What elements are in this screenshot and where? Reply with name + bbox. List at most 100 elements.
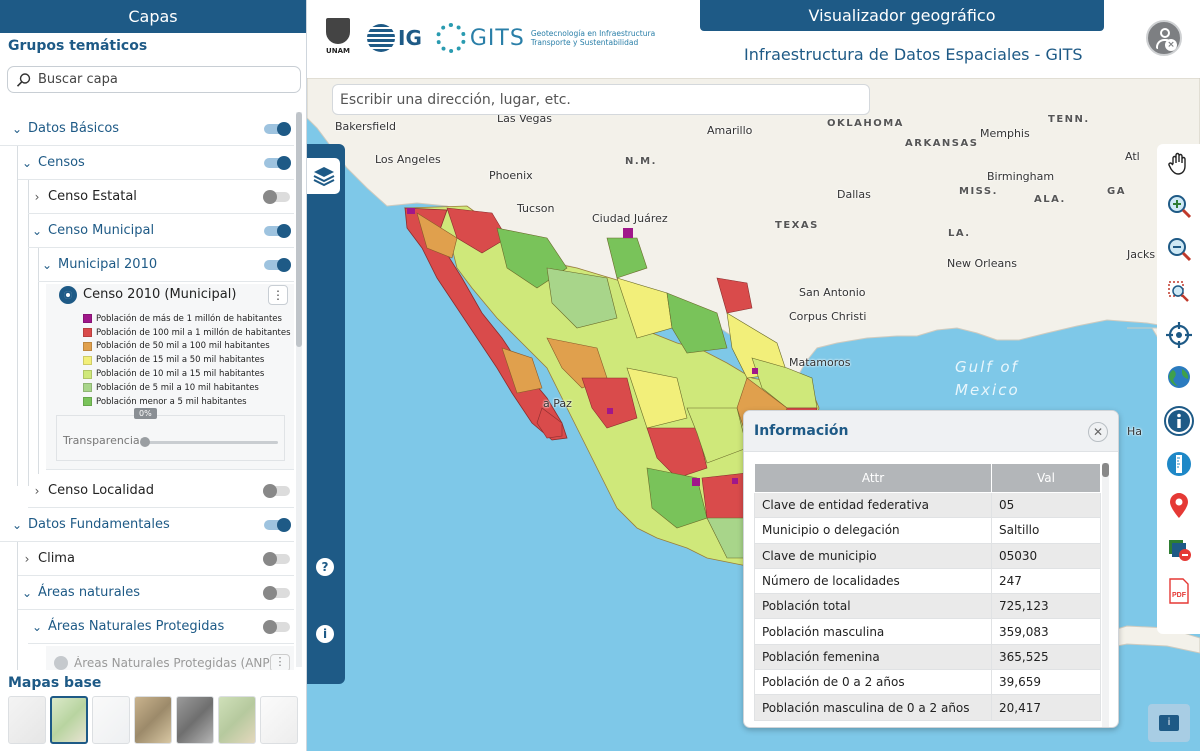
tree-item-datos-basicos[interactable]: ⌄ Datos Básicos (0, 112, 294, 146)
transparency-slider-track[interactable] (145, 441, 278, 444)
layer-toggle[interactable] (264, 257, 291, 272)
basemap-thumb-streets[interactable] (50, 696, 88, 744)
map-label: MISS. (959, 186, 998, 197)
scrollbar-thumb[interactable] (296, 112, 302, 347)
legend-swatch (83, 328, 92, 338)
logos: UNAM IG GITS Geotecnología en Infraestru… (323, 18, 655, 58)
layer-toggle[interactable] (264, 155, 291, 170)
zoom-in-icon (1168, 195, 1192, 219)
layer-toggle[interactable] (264, 223, 291, 238)
table-row: Número de localidades 247 (754, 567, 1101, 595)
transparency-slider-handle[interactable] (140, 437, 150, 447)
pdf-icon: PDF (1169, 578, 1189, 604)
table-row: Clave de municipio 05030 (754, 542, 1101, 569)
layer-toggle[interactable] (264, 121, 291, 136)
viewer-title: Visualizador geográfico (700, 0, 1104, 31)
map-right-toolbar: PDF (1157, 144, 1200, 634)
legend-swatch (83, 397, 92, 407)
add-marker-button[interactable] (1164, 491, 1194, 521)
layer-options-button[interactable]: ⋮ (270, 654, 290, 670)
basemap-thumb-topo[interactable] (218, 696, 256, 744)
chevron-down-icon[interactable]: ⌄ (21, 585, 33, 600)
pan-button[interactable] (1164, 148, 1194, 178)
info-scrollbar[interactable] (1102, 463, 1109, 727)
user-account-button[interactable]: × (1146, 20, 1182, 56)
attr-cell: Número de localidades (754, 567, 992, 595)
close-icon[interactable]: ✕ (1088, 422, 1108, 442)
chevron-down-icon[interactable]: ⌄ (21, 155, 33, 170)
tree-item-anp[interactable]: ⌄ Áreas Naturales Protegidas (28, 610, 294, 644)
layer-tree: ⌄ Datos Básicos ⌄ Censos › Censo Estatal… (0, 112, 300, 670)
map-view[interactable]: Bakersfield Las Vegas Los Angeles Phoeni… (307, 78, 1200, 751)
layer-options-button[interactable]: ⋮ (268, 285, 288, 305)
layer-toggle[interactable] (263, 551, 290, 566)
basemap-thumb-hillshade[interactable] (176, 696, 214, 744)
chevron-down-icon[interactable]: ⌄ (11, 121, 23, 136)
zoom-in-button[interactable] (1164, 191, 1194, 221)
eye-icon[interactable] (59, 286, 77, 304)
sidebar-scrollbar[interactable] (296, 112, 302, 667)
chevron-down-icon[interactable]: ⌄ (11, 517, 23, 532)
layer-toggle[interactable] (263, 619, 290, 634)
layer-toggle[interactable] (263, 585, 290, 600)
tree-item-label: Datos Fundamentales (28, 517, 170, 532)
map-label: Las Vegas (497, 112, 552, 125)
tree-item-municipal-2010[interactable]: ⌄ Municipal 2010 (38, 248, 294, 282)
help-button[interactable]: ? (316, 558, 334, 576)
eye-icon[interactable] (54, 656, 68, 670)
tree-item-anp-layer[interactable]: Áreas Naturales Protegidas (ANP) ⋮ (46, 646, 294, 670)
layers-panel-button[interactable] (307, 158, 340, 194)
chevron-right-icon[interactable]: › (24, 551, 30, 566)
layer-search-input[interactable] (38, 72, 278, 87)
clear-layers-icon (1169, 540, 1191, 561)
tree-item-datos-fundamentales[interactable]: ⌄ Datos Fundamentales (0, 508, 294, 542)
info-icon: i (1159, 715, 1179, 731)
about-button[interactable]: i (316, 625, 334, 643)
full-extent-button[interactable] (1164, 362, 1194, 392)
chevron-down-icon[interactable]: ⌄ (31, 223, 43, 238)
scrollbar-thumb[interactable] (1102, 463, 1109, 477)
zoom-box-button[interactable] (1164, 277, 1194, 307)
page-subtitle: Infraestructura de Datos Espaciales - GI… (744, 45, 1083, 64)
layer-toggle[interactable] (263, 189, 290, 204)
chevron-right-icon[interactable]: › (34, 483, 40, 498)
tree-item-censos[interactable]: ⌄ Censos (18, 146, 294, 180)
app-header: UNAM IG GITS Geotecnología en Infraestru… (307, 0, 1200, 78)
identify-button[interactable] (1164, 406, 1194, 436)
clear-graphics-button[interactable] (1164, 534, 1194, 564)
basemap-thumb-light-gray[interactable] (260, 696, 298, 744)
layer-toggle[interactable] (263, 483, 290, 498)
tree-guide (28, 180, 29, 486)
tree-item-censo-estatal[interactable]: › Censo Estatal (28, 180, 294, 214)
tree-item-label: Censos (38, 155, 85, 170)
chevron-down-icon[interactable]: ⌄ (31, 619, 43, 634)
chevron-down-icon[interactable]: ⌄ (41, 257, 53, 272)
tree-item-areas-naturales[interactable]: ⌄ Áreas naturales (18, 576, 294, 610)
legend-swatch (83, 369, 92, 379)
tree-item-censo-localidad[interactable]: › Censo Localidad (28, 474, 294, 508)
info-table-container: Attr Val Clave de entidad federativa 05 Mu… (754, 463, 1102, 727)
value-cell: 39,659 (991, 669, 1101, 696)
legend-item: Población de 100 mil a 1 millón de habit… (83, 326, 291, 340)
search-icon (16, 72, 31, 87)
map-label: a Paz (543, 397, 572, 410)
basemap-thumb-gray[interactable] (92, 696, 130, 744)
legend-label: Población de 50 mil a 100 mil habitantes (96, 341, 270, 352)
value-cell: 247 (991, 567, 1101, 595)
basemap-thumb-light[interactable] (8, 696, 46, 744)
info-toggle-button[interactable]: i (1148, 704, 1190, 742)
unam-logo: UNAM (323, 18, 353, 58)
zoom-out-button[interactable] (1164, 234, 1194, 264)
tree-item-clima[interactable]: › Clima (18, 542, 294, 576)
tree-item-censo-municipal[interactable]: ⌄ Censo Municipal (28, 214, 294, 248)
measure-button[interactable] (1164, 449, 1194, 479)
layer-toggle[interactable] (264, 517, 291, 532)
address-search-box[interactable] (332, 84, 870, 115)
chevron-right-icon[interactable]: › (34, 189, 40, 204)
tree-guide (17, 146, 18, 486)
layer-search-box[interactable] (7, 66, 301, 93)
locate-button[interactable] (1164, 320, 1194, 350)
basemap-thumb-terrain[interactable] (134, 696, 172, 744)
address-search-input[interactable] (340, 91, 860, 108)
export-pdf-button[interactable]: PDF (1164, 576, 1194, 606)
